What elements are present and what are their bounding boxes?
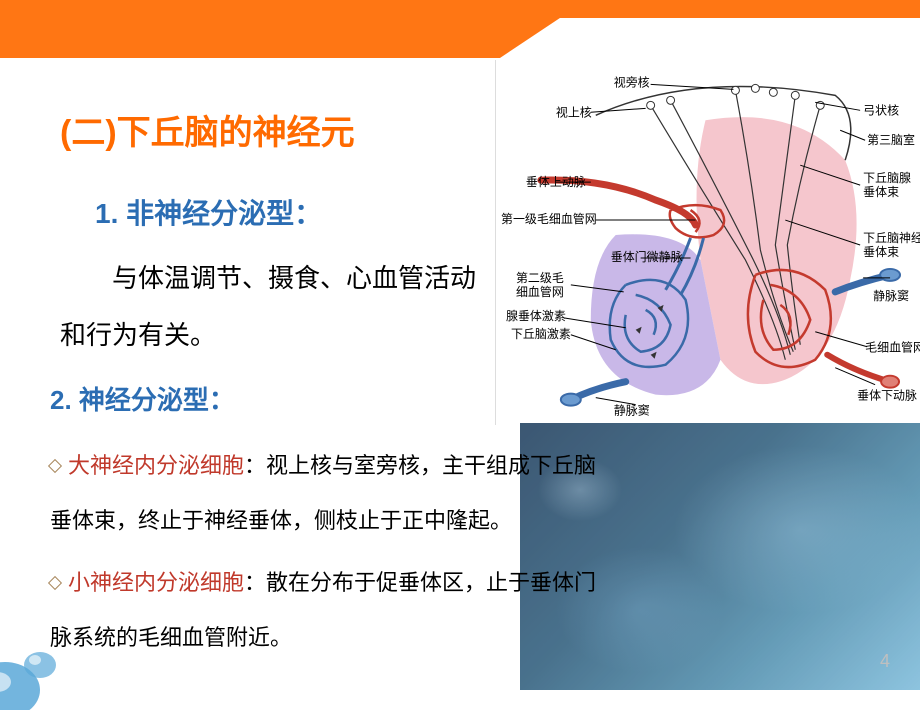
body-1-indent: [60, 263, 112, 293]
diagram-label: 垂体束: [863, 185, 899, 199]
diagram-label: 静脉窦: [614, 403, 650, 418]
subheading-2: 2. 神经分泌型：: [50, 380, 235, 417]
diagram-label: 垂体上动脉: [526, 174, 586, 189]
subheading-2-num: 2.: [50, 385, 79, 415]
diagram-label: 垂体下动脉: [857, 388, 917, 403]
diagram-label: 第二级毛: [516, 271, 564, 285]
subheading-1-num: 1.: [95, 198, 126, 229]
diagram-label: 视旁核: [614, 74, 650, 89]
diagram-label: 下丘脑激素: [511, 327, 571, 341]
diagram-label: 第三脑室: [867, 132, 915, 147]
diagram-label: 下丘脑神经: [863, 231, 920, 245]
bullet-2: 小神经内分泌细胞：散在分布于促垂体区，止于垂体门脉系统的毛细血管附近。: [50, 555, 600, 665]
hypothalamus-diagram: 视上核 垂体上动脉 第一级毛细血管网 第二级毛 细血管网 腺垂体激素 下丘脑激素…: [495, 60, 920, 425]
top-accent-shape: [0, 0, 920, 60]
diagram-label: 弓状核: [863, 103, 899, 117]
subheading-1-text: 非神经分泌型：: [126, 198, 322, 229]
bullet-2-term: 小神经内分泌细胞: [68, 570, 244, 595]
section-title-prefix: (二): [60, 114, 117, 152]
bullet-1: 大神经内分泌细胞：视上核与室旁核，主干组成下丘脑垂体束，终止于神经垂体，侧枝止于…: [50, 438, 600, 548]
page-number: 4: [880, 651, 890, 672]
subheading-1: 1. 非神经分泌型：: [95, 192, 322, 232]
diamond-bullet-icon: [48, 576, 62, 590]
diagram-label: 垂体门微静脉: [611, 249, 683, 264]
diagram-label: 第一级毛细血管网: [501, 211, 597, 226]
diagram-label: 下丘脑腺: [863, 171, 911, 185]
body-1-text: 与体温调节、摄食、心血管活动和行为有关。: [60, 263, 476, 350]
diamond-bullet-icon: [48, 459, 62, 473]
slide: 视上核 垂体上动脉 第一级毛细血管网 第二级毛 细血管网 腺垂体激素 下丘脑激素…: [0, 0, 920, 690]
section-title: (二)下丘脑的神经元: [60, 105, 355, 154]
diagram-label: 静脉窦: [873, 288, 909, 303]
body-text-1: 与体温调节、摄食、心血管活动和行为有关。: [60, 250, 480, 364]
diagram-label: 细血管网: [516, 284, 564, 299]
corner-bubble-decoration: [0, 640, 65, 710]
diagram-label: 腺垂体激素: [506, 309, 566, 323]
diagram-label: 毛细血管网: [865, 340, 920, 355]
diagram-label: 垂体束: [863, 245, 899, 259]
bullet-1-term: 大神经内分泌细胞: [68, 453, 244, 478]
diagram-label: 视上核: [556, 104, 592, 119]
section-title-text: 下丘脑的神经元: [117, 114, 355, 152]
subheading-2-text: 神经分泌型：: [79, 385, 235, 415]
diagram-svg: 视上核 垂体上动脉 第一级毛细血管网 第二级毛 细血管网 腺垂体激素 下丘脑激素…: [496, 60, 920, 425]
